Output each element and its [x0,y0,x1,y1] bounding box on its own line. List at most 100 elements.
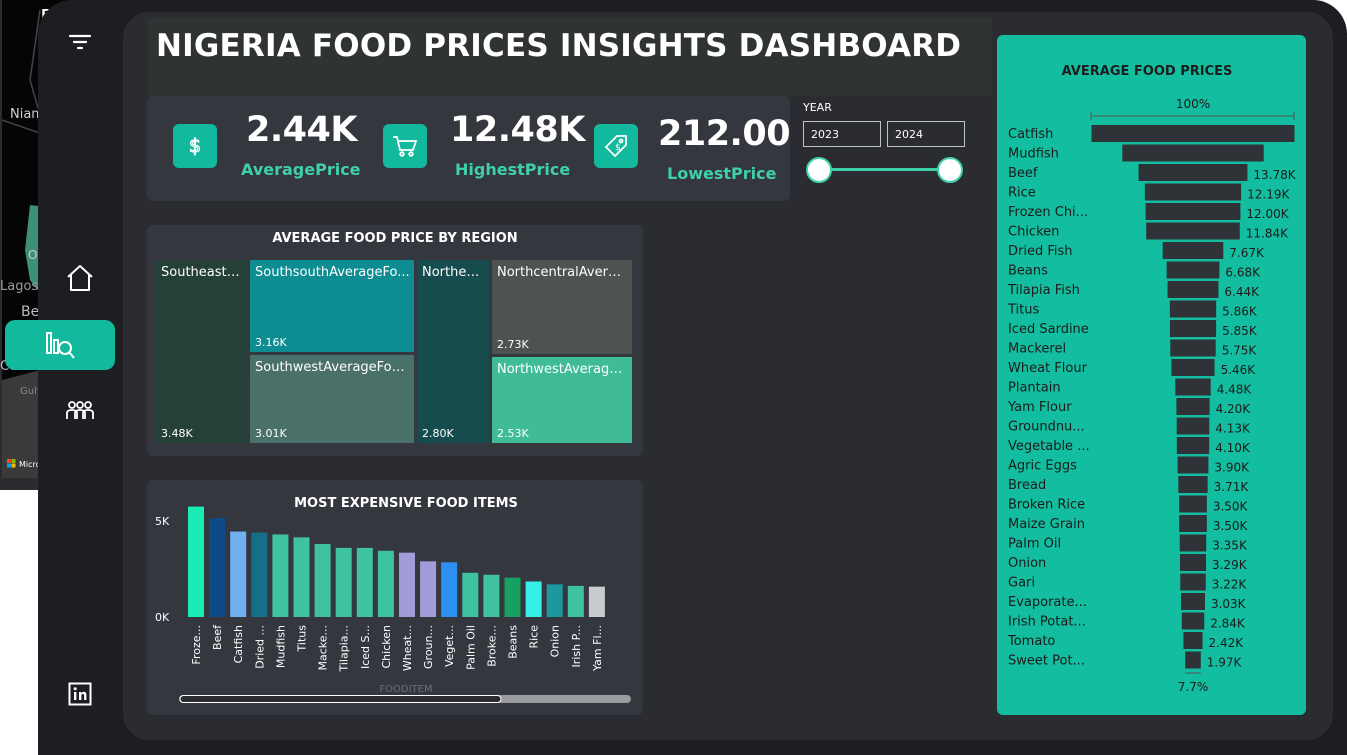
funnel-bar[interactable] [1162,242,1224,259]
funnel-bar[interactable] [1122,144,1264,162]
bar[interactable] [525,581,542,617]
funnel-bar[interactable] [1180,554,1206,571]
funnel-value-label: 11.84K [1246,227,1289,241]
linkedin-icon[interactable] [65,679,95,709]
bar[interactable] [251,532,268,617]
funnel-bar[interactable] [1171,359,1215,376]
funnel-item-label: Bread [1008,478,1046,493]
funnel-bar[interactable] [1175,378,1211,396]
funnel-value-label: 7.67K [1229,246,1265,260]
expensive-items-chart: MOST EXPENSIVE FOOD ITEMS 5K 0K Froze... Bee… [155,496,631,703]
treemap-tile[interactable]: SouthsouthAverageFo... 3.16K [250,260,414,352]
bar[interactable] [335,547,352,617]
funnel-item-label: Yam Flour [1007,400,1072,415]
funnel-item-label: Groundnu... [1008,420,1085,435]
analytics-icon[interactable] [5,320,115,370]
funnel-item-label: Wheat Flour [1008,361,1088,376]
year-slider-end-handle[interactable] [937,157,963,183]
bar[interactable] [441,562,458,617]
treemap-tile[interactable]: Northea... 2.80K [417,260,489,443]
bar[interactable] [188,506,204,617]
bar[interactable] [356,547,373,617]
funnel-value-label: 6.68K [1225,266,1261,280]
treemap-tile[interactable]: SouthwestAverageFoo... 3.01K [250,355,414,443]
funnel-value-label: 1.97K [1207,656,1243,670]
home-icon[interactable] [62,260,98,296]
bar[interactable] [272,534,289,617]
bar[interactable] [293,537,310,617]
funnel-bar[interactable] [1185,651,1201,669]
funnel-bar[interactable] [1170,339,1216,357]
funnel-bar[interactable] [1146,222,1240,240]
funnel-bar[interactable] [1169,320,1217,337]
funnel-bar[interactable] [1181,593,1205,610]
funnel-bar[interactable] [1166,261,1220,279]
funnel-value-label: 3.22K [1212,578,1248,592]
funnel-item-label: Agric Eggs [1008,459,1077,474]
funnel-bar[interactable] [1169,300,1217,318]
funnel-bar[interactable] [1179,534,1207,552]
funnel-item-label: Beef [1008,166,1038,181]
funnel-bar[interactable] [1091,125,1295,142]
funnel-bar[interactable] [1180,573,1206,591]
funnel-bar[interactable] [1178,476,1208,493]
funnel-value-label: 5.86K [1222,305,1258,319]
funnel-item-label: Iced Sardine [1008,322,1089,337]
bar[interactable] [504,577,521,617]
funnel-bar[interactable] [1138,164,1248,181]
treemap-tile[interactable]: NorthwestAverage... 2.53K [492,357,632,443]
x-tick-label: Titus [296,625,309,653]
funnel-bar[interactable] [1181,612,1205,630]
funnel-bar[interactable] [1145,203,1241,220]
tile-name: SouthwestAverageFoo... [255,360,410,375]
funnel-bar[interactable] [1176,417,1210,435]
funnel-bar[interactable] [1176,437,1210,454]
funnel-item-label: Tomato [1007,634,1055,649]
page-title: NIGERIA FOOD PRICES INSIGHTS DASHBOARD [156,28,962,64]
title-bar: NIGERIA FOOD PRICES INSIGHTS DASHBOARD [148,18,992,96]
funnel-bar[interactable] [1144,183,1242,201]
bar[interactable] [377,550,394,617]
bar[interactable] [588,586,605,617]
x-tick-label: Palm Oil [464,625,477,670]
lowest-price-value: 212.00 [658,114,791,154]
bar[interactable] [314,544,331,617]
funnel-value-label: 2.84K [1210,617,1246,631]
funnel-item-label: Plantain [1008,381,1061,396]
x-tick-label: Macke... [317,625,330,671]
tile-value: 2.53K [497,427,529,440]
x-tick-label: Veget... [443,625,456,667]
bing-logo [7,459,11,463]
funnel-value-label: 3.90K [1214,461,1250,475]
funnel-value-label: 3.50K [1213,500,1249,514]
funnel-bar[interactable] [1176,398,1210,415]
funnel-bar[interactable] [1179,495,1207,513]
filter-icon[interactable] [65,28,95,56]
funnel-value-label: 12.00K [1246,207,1289,221]
year-slider-start-handle[interactable] [806,157,832,183]
bar[interactable] [546,584,563,617]
bar[interactable] [230,531,247,617]
treemap-tile[interactable]: SoutheastA... 3.48K [156,260,247,443]
bar[interactable] [209,518,226,617]
funnel-bar[interactable] [1167,281,1219,298]
bar[interactable] [567,585,584,617]
x-tick-label: Beef [211,624,224,650]
people-icon[interactable] [62,393,98,429]
bar[interactable] [420,561,437,617]
lowest-price-label: LowestPrice [667,164,777,183]
bar[interactable] [462,572,479,617]
x-tick-label: Groun... [422,625,435,669]
scrollbar-thumb[interactable] [179,695,502,703]
funnel-bar[interactable] [1177,456,1209,474]
bar[interactable] [483,574,500,617]
bar[interactable] [399,552,415,617]
cart-icon [383,124,427,168]
year-to-input[interactable]: 2024 [887,121,965,147]
treemap-tile[interactable]: NorthcentralAvera... 2.73K [492,260,632,354]
year-from-input[interactable]: 2023 [803,121,881,147]
funnel-bar[interactable] [1183,632,1203,649]
funnel-value-label: 12.19K [1247,188,1290,202]
year-slider-track[interactable] [820,168,954,171]
funnel-bar[interactable] [1179,515,1207,532]
